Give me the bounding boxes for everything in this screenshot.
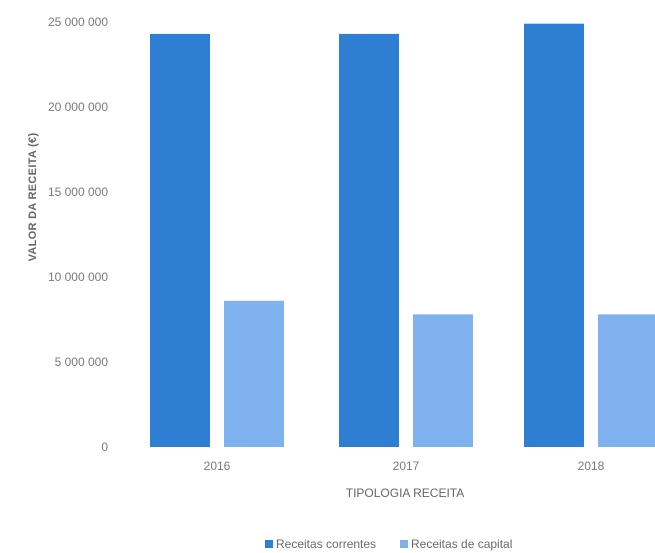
x-tick-label: 2016 <box>204 459 231 473</box>
bar-receitas-correntes-2018 <box>524 23 584 447</box>
y-tick-label: 15 000 000 <box>48 185 108 199</box>
y-tick-label: 25 000 000 <box>48 15 108 29</box>
legend-label: Receitas de capital <box>411 537 512 551</box>
y-tick-label: 10 000 000 <box>48 270 108 284</box>
bar-receitas-capital-2017 <box>413 314 473 447</box>
bar-receitas-capital-2016 <box>224 300 284 447</box>
bars <box>150 23 655 448</box>
bar-receitas-correntes-2017 <box>339 33 399 448</box>
bar-receitas-capital-2018 <box>598 314 655 447</box>
x-tick-label: 2017 <box>393 459 420 473</box>
legend-swatch <box>265 540 273 548</box>
y-tick-label: 0 <box>101 440 108 454</box>
legend-label: Receitas correntes <box>276 537 376 551</box>
x-axis-title: TIPOLOGIA RECEITA <box>346 486 464 500</box>
legend-swatch <box>400 540 408 548</box>
y-tick-label: 20 000 000 <box>48 100 108 114</box>
y-axis-ticks: 0 5 000 000 10 000 000 15 000 000 20 000 000… <box>48 15 108 454</box>
bar-receitas-correntes-2016 <box>150 33 210 448</box>
x-tick-label: 2018 <box>578 459 605 473</box>
y-axis-title: VALOR DA RECEITA (€) <box>27 133 39 262</box>
legend: Receitas correntes Receitas de capital <box>265 537 512 551</box>
x-axis-ticks: 2016 2017 2018 <box>204 459 605 473</box>
y-tick-label: 5 000 000 <box>55 355 109 369</box>
